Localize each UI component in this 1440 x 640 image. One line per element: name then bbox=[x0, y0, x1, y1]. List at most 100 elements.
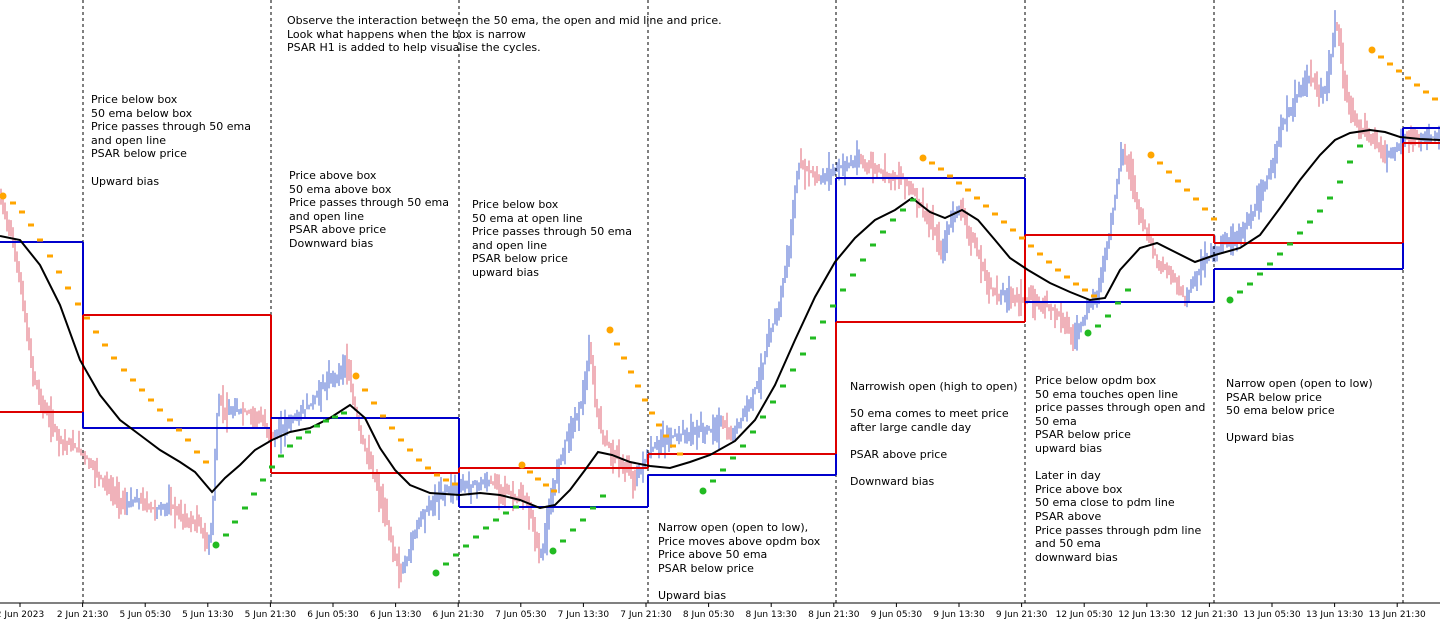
psar-dot bbox=[1317, 209, 1323, 213]
psar-dot bbox=[535, 477, 541, 481]
psar-dot bbox=[720, 468, 726, 472]
x-tick-label: 2 Jun 2023 bbox=[0, 610, 44, 620]
psar-dot bbox=[75, 302, 81, 306]
psar-dot bbox=[570, 528, 576, 532]
note-session-6: Price below opdm box 50 ema touches open… bbox=[1035, 374, 1206, 564]
psar-dot bbox=[1046, 260, 1052, 264]
psar-dot bbox=[642, 398, 648, 402]
psar-dot bbox=[1184, 188, 1190, 192]
psar-dot bbox=[1175, 179, 1181, 183]
psar-dot bbox=[551, 489, 557, 493]
psar-dot bbox=[1307, 220, 1313, 224]
psar-dot bbox=[251, 492, 257, 496]
psar-dot bbox=[1193, 197, 1199, 201]
psar-dot bbox=[628, 370, 634, 374]
psar-dot bbox=[503, 511, 509, 515]
psar-dot bbox=[670, 444, 676, 448]
psar-dot bbox=[176, 428, 182, 432]
psar-dot bbox=[677, 452, 683, 456]
psar-dot bbox=[1028, 244, 1034, 248]
psar-dot bbox=[121, 368, 127, 372]
psar-dot bbox=[167, 418, 173, 422]
psar-dot bbox=[1157, 161, 1163, 165]
psar-dot bbox=[740, 444, 746, 448]
note-session-2: Price above box 50 ema above box Price p… bbox=[289, 169, 449, 250]
psar-dot bbox=[1202, 207, 1208, 211]
x-tick-label: 9 Jun 05:30 bbox=[871, 610, 923, 620]
psar-dot bbox=[463, 544, 469, 548]
psar-dot bbox=[780, 384, 786, 388]
psar-dot bbox=[656, 423, 662, 427]
psar-dot bbox=[139, 388, 145, 392]
session-boxes bbox=[0, 127, 1440, 508]
psar-dot bbox=[314, 424, 320, 428]
psar-dot bbox=[102, 343, 108, 347]
psar-reversal-dot bbox=[1084, 329, 1092, 337]
psar-dot bbox=[305, 430, 311, 434]
psar-dot bbox=[341, 411, 347, 415]
psar-dot bbox=[1414, 83, 1420, 87]
psar-dot bbox=[1423, 90, 1429, 94]
x-tick-label: 2 Jun 21:30 bbox=[57, 610, 109, 620]
psar-dot bbox=[93, 330, 99, 334]
psar-dot bbox=[860, 258, 866, 262]
psar-dot bbox=[810, 336, 816, 340]
ema-50-line bbox=[0, 128, 1440, 510]
psar-dot bbox=[1257, 272, 1263, 276]
psar-dot bbox=[900, 208, 906, 212]
psar-dot bbox=[434, 473, 440, 477]
psar-dot bbox=[590, 506, 596, 510]
psar-dot bbox=[1211, 217, 1217, 221]
psar-dot bbox=[1247, 282, 1253, 286]
psar-dot bbox=[1001, 220, 1007, 224]
x-tick-label: 6 Jun 13:30 bbox=[370, 610, 422, 620]
psar-dot bbox=[663, 434, 669, 438]
psar-dot bbox=[278, 454, 284, 458]
psar-reversal-dot bbox=[518, 461, 526, 469]
x-tick-label: 12 Jun 13:30 bbox=[1118, 610, 1175, 620]
psar-dot bbox=[1105, 314, 1111, 318]
psar-dot bbox=[232, 520, 238, 524]
psar-dot bbox=[416, 458, 422, 462]
psar-dot bbox=[938, 167, 944, 171]
x-tick-label: 13 Jun 21:30 bbox=[1369, 610, 1426, 620]
psar-dot bbox=[614, 342, 620, 346]
psar-dot bbox=[130, 378, 136, 382]
psar-dot bbox=[223, 533, 229, 537]
psar-dot bbox=[621, 356, 627, 360]
psar-dot bbox=[600, 494, 606, 498]
psar-dot bbox=[56, 270, 62, 274]
psar-dot bbox=[992, 212, 998, 216]
psar-dot bbox=[840, 288, 846, 292]
psar-dot bbox=[1064, 275, 1070, 279]
x-tick-label: 5 Jun 05:30 bbox=[119, 610, 171, 620]
x-tick-label: 13 Jun 05:30 bbox=[1243, 610, 1300, 620]
psar-dot bbox=[483, 526, 489, 530]
psar-dot bbox=[203, 460, 209, 464]
psar-dot bbox=[493, 518, 499, 522]
psar-reversal-dot bbox=[1368, 46, 1376, 54]
psar-dot bbox=[453, 553, 459, 557]
note-session-3: Price below box 50 ema at open line Pric… bbox=[472, 198, 632, 279]
psar-dot bbox=[580, 518, 586, 522]
psar-dot bbox=[760, 415, 766, 419]
x-tick-label: 6 Jun 21:30 bbox=[432, 610, 484, 620]
x-tick-label: 13 Jun 13:30 bbox=[1306, 610, 1363, 620]
psar-reversal-dot bbox=[549, 547, 557, 555]
psar-dot bbox=[1327, 196, 1333, 200]
psar-reversal-dot bbox=[699, 487, 707, 495]
psar-dot bbox=[28, 223, 34, 227]
psar-dot bbox=[111, 356, 117, 360]
psar-dot bbox=[1357, 144, 1363, 148]
psar-dot bbox=[1432, 97, 1438, 101]
psar-dot bbox=[287, 444, 293, 448]
x-tick-label: 7 Jun 05:30 bbox=[495, 610, 547, 620]
psar-dot bbox=[929, 161, 935, 165]
psar-dot bbox=[37, 238, 43, 242]
psar-dot bbox=[1378, 55, 1384, 59]
psar-reversal-dot bbox=[212, 541, 220, 549]
psar-dot bbox=[269, 465, 275, 469]
psar-dot bbox=[425, 466, 431, 470]
x-tick-label: 9 Jun 13:30 bbox=[933, 610, 985, 620]
psar-dot bbox=[830, 304, 836, 308]
